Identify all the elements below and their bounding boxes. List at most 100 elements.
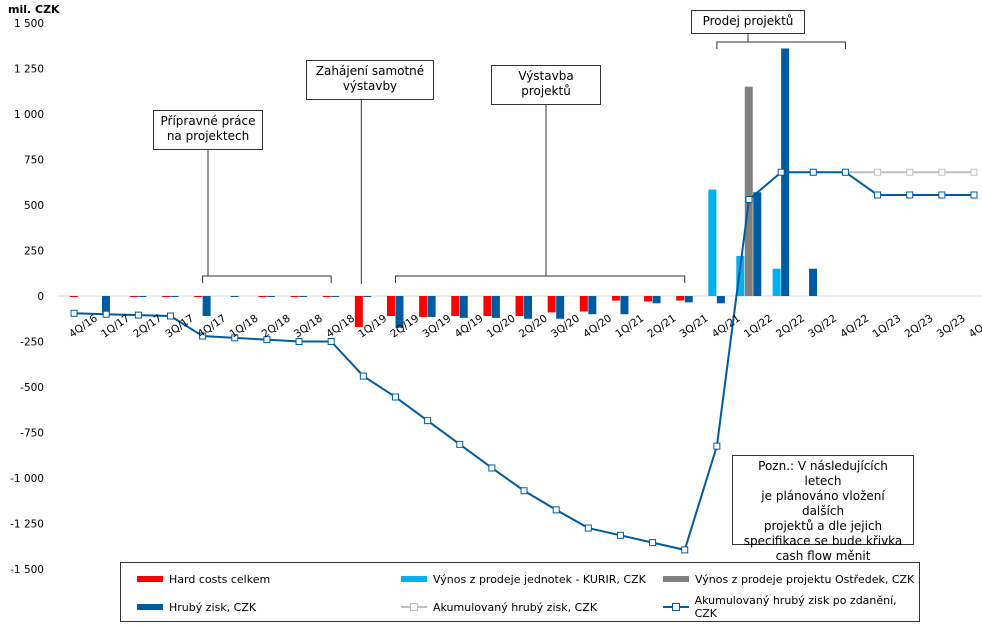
- y-tick-label: 250: [24, 246, 44, 258]
- legend-item-hard-costs: Hard costs celkem: [137, 571, 270, 587]
- bar-hrub-zisk-czk-1Q-18: [230, 296, 239, 297]
- y-tick-label: -500: [20, 382, 44, 394]
- legend-swatch-kurir: [401, 574, 427, 584]
- bar-hard-costs-celkem-3Q-17: [161, 296, 170, 297]
- bar-hrub-zisk-czk-2Q-19: [395, 296, 404, 328]
- x-tick-label: 1Q/23: [870, 312, 903, 340]
- bar-hrub-zisk-czk-3Q-21: [684, 296, 693, 303]
- x-tick-label: 1Q/18: [228, 312, 261, 340]
- bar-hrub-zisk-czk-4Q-20: [588, 296, 597, 315]
- bar-hrub-zisk-czk-3Q-18: [299, 296, 308, 297]
- bar-hrub-zisk-czk-4Q-17: [202, 296, 211, 317]
- y-tick-label: 1 250: [14, 64, 44, 76]
- bar-hrub-zisk-czk-2Q-20: [524, 296, 533, 319]
- y-tick-label: -1 000: [10, 473, 44, 485]
- annotation-preparation: Přípravné práce na projektech: [153, 110, 263, 150]
- x-tick-label: 2Q/18: [260, 312, 293, 340]
- bar-hrub-zisk-czk-3Q-22: [809, 268, 818, 296]
- x-tick-label: 1Q/22: [742, 312, 775, 340]
- line-marker-1-3Q-17: [166, 312, 174, 320]
- x-tick-label: 2Q/19: [388, 312, 421, 340]
- line-marker-1-2Q-17: [134, 311, 142, 319]
- line-marker-1-4Q-20: [584, 524, 592, 532]
- line-marker-1-4Q-18: [327, 338, 335, 345]
- annotation-brackets: [202, 34, 846, 284]
- x-tick-label: 4Q/22: [838, 312, 871, 340]
- bar-hrub-zisk-czk-4Q-18: [331, 296, 340, 297]
- x-tick-label: 2Q/23: [903, 312, 936, 340]
- legend-label: Hard costs celkem: [169, 572, 271, 586]
- bar-hrub-zisk-czk-1Q-21: [620, 296, 629, 315]
- bar-hard-costs-celkem-1Q-19: [354, 296, 363, 327]
- line-marker-1-4Q-21: [713, 442, 721, 450]
- bar-hard-costs-celkem-4Q-16: [69, 296, 78, 297]
- line-marker-1-4Q-17: [199, 332, 207, 340]
- bar-layer: [69, 48, 818, 328]
- bar-hard-costs-celkem-4Q-18: [322, 296, 331, 297]
- annotation-sale: Prodej projektů: [691, 10, 805, 34]
- legend-swatch-ostredek: [663, 574, 689, 584]
- x-tick-label: 2Q/22: [774, 312, 807, 340]
- line-marker-1-3Q-23: [938, 191, 946, 199]
- bar-hrub-zisk-czk-3Q-17: [170, 296, 179, 297]
- x-tick-label: 4Q/18: [324, 312, 357, 340]
- bar-hrub-zisk-czk-1Q-19: [363, 296, 372, 297]
- bar-v-nos-z-prodeje-jednotek-kurir-czk-4Q-21: [708, 189, 717, 296]
- line-marker-1-3Q-18: [295, 338, 303, 345]
- bar-hard-costs-celkem-2Q-19: [386, 296, 395, 317]
- line-marker-1-2Q-23: [906, 191, 914, 199]
- bar-hard-costs-celkem-4Q-17: [194, 296, 203, 297]
- x-tick-label: 3Q/18: [292, 312, 325, 340]
- x-tick-label: 2Q/21: [645, 312, 678, 340]
- line-marker-1-4Q-23: [970, 191, 978, 199]
- legend-swatch-cumulative: [401, 602, 427, 612]
- line-marker-1-4Q-16: [70, 309, 78, 317]
- bar-hard-costs-celkem-4Q-20: [579, 296, 588, 312]
- y-tick-label: 500: [24, 200, 44, 212]
- line-marker-0-1Q-23: [874, 168, 882, 176]
- bar-hard-costs-celkem-1Q-21: [611, 296, 620, 301]
- legend-swatch-gross-profit: [137, 602, 163, 612]
- y-tick-label: -750: [20, 428, 44, 440]
- y-axis: 1 500 1 250 1 000 750 500 250 0 -250 -500 -750 -1 …: [10, 18, 982, 576]
- legend-item-kurir: Výnos z prodeje jednotek - KURIR, CZK: [401, 571, 646, 587]
- bar-hard-costs-celkem-3Q-19: [419, 296, 428, 317]
- legend-item-cumulative: Akumulovaný hrubý zisk, CZK: [401, 599, 597, 615]
- annotation-construction-start: Zahájení samotné výstavby: [306, 60, 434, 100]
- line-layer: [70, 168, 978, 554]
- line-marker-1-3Q-21: [681, 546, 689, 554]
- bar-hard-costs-celkem-4Q-19: [451, 296, 460, 317]
- bar-hard-costs-celkem-2Q-21: [644, 296, 653, 302]
- line-marker-1-2Q-21: [649, 539, 657, 547]
- x-tick-label: 3Q/21: [678, 312, 711, 340]
- legend-label: Výnos z prodeje projektu Ostředek, CZK: [695, 572, 915, 586]
- legend-item-ostredek: Výnos z prodeje projektu Ostředek, CZK: [663, 571, 914, 587]
- bracket-0: [202, 275, 332, 283]
- bar-hrub-zisk-czk-1Q-17: [101, 296, 110, 314]
- bar-hard-costs-celkem-2Q-18: [258, 296, 267, 297]
- line-marker-1-4Q-22: [841, 168, 849, 176]
- line-marker-1-1Q-23: [874, 191, 882, 199]
- bar-hard-costs-celkem-1Q-20: [483, 296, 492, 317]
- line-marker-1-2Q-18: [263, 336, 271, 344]
- bar-hard-costs-celkem-3Q-21: [676, 296, 685, 301]
- x-tick-label: 4Q/21: [710, 312, 743, 340]
- line-marker-1-2Q-20: [520, 487, 528, 495]
- bar-hard-costs-celkem-3Q-20: [547, 296, 556, 313]
- annotation-construction: Výstavba projektů: [491, 65, 601, 105]
- x-tick-label: 4Q/19: [453, 312, 486, 340]
- y-tick-label: 1 000: [14, 109, 44, 121]
- line-marker-1-1Q-18: [231, 334, 239, 342]
- x-tick-label: 3Q/20: [549, 312, 582, 340]
- line-marker-0-3Q-23: [938, 168, 946, 176]
- line-marker-1-2Q-19: [391, 393, 399, 401]
- y-tick-label: 1 500: [14, 18, 44, 30]
- bar-hrub-zisk-czk-2Q-18: [266, 296, 275, 297]
- bar-hard-costs-celkem-2Q-17: [129, 296, 138, 297]
- line-marker-1-1Q-21: [616, 531, 624, 539]
- bar-hard-costs-celkem-2Q-20: [515, 296, 524, 317]
- y-tick-label: -1 500: [10, 564, 44, 576]
- bar-hrub-zisk-czk-3Q-19: [427, 296, 436, 317]
- x-tick-label: 1Q/21: [613, 312, 646, 340]
